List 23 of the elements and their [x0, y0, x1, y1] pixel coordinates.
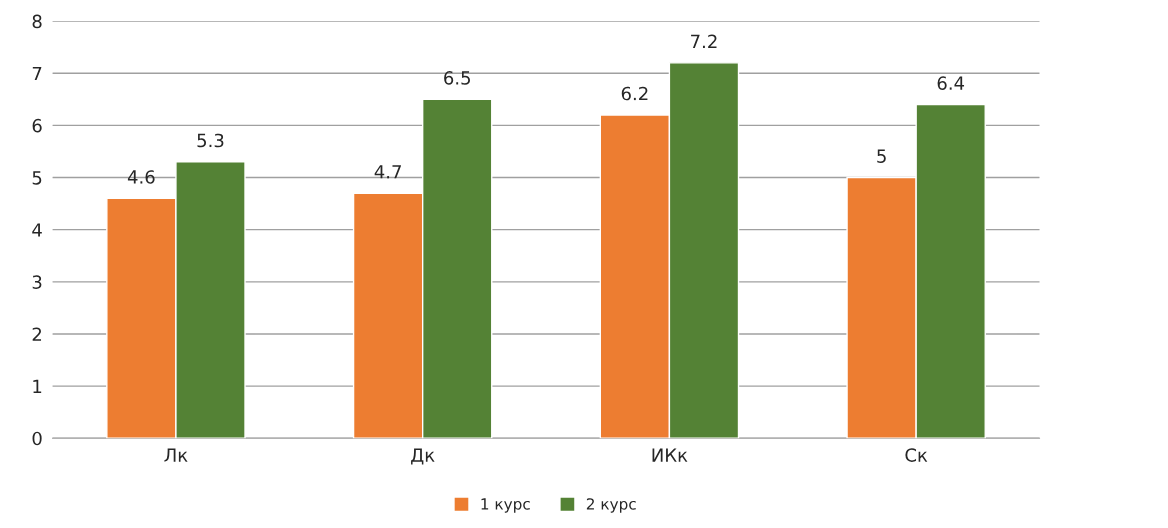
y-tick-label: 2 — [32, 327, 42, 341]
y-tick-label: 7 — [32, 66, 42, 81]
y-tick-label: 6 — [32, 118, 42, 133]
y-tick-label: 0 — [32, 431, 42, 446]
data-label: 4.7 — [374, 165, 401, 179]
data-label: 5 — [877, 149, 886, 163]
data-label: 6.4 — [937, 76, 965, 90]
x-tick-label: Ск — [905, 448, 928, 462]
legend-label: 1 курс — [481, 498, 530, 513]
data-label: 6.5 — [444, 71, 470, 85]
data-label: 7.2 — [691, 34, 717, 48]
y-tick-label: 8 — [32, 14, 42, 29]
y-tick-label: 3 — [32, 275, 42, 289]
y-tick-label: 1 — [33, 379, 42, 393]
y-tick-label: 4 — [32, 223, 42, 237]
y-tick-label: 5 — [32, 171, 42, 185]
x-tick-label: Дк — [411, 448, 435, 465]
legend-label: 2 курс — [586, 498, 636, 513]
data-label: 5.3 — [197, 133, 224, 148]
x-tick-label: Лк — [164, 448, 188, 462]
data-label: 4.6 — [127, 170, 155, 184]
data-label: 6.2 — [621, 86, 648, 101]
x-tick-label: ИКк — [652, 448, 688, 462]
